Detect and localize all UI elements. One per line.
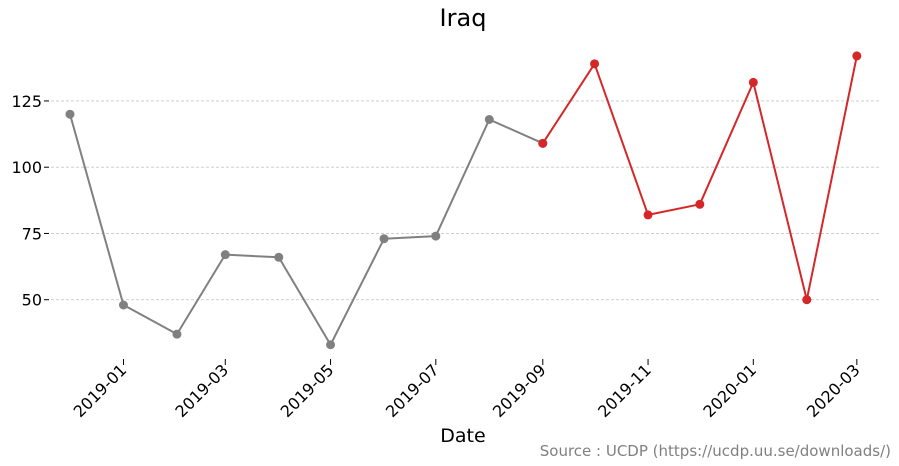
series-2-point (590, 59, 600, 69)
series-2-point (748, 77, 758, 87)
x-tick-label: 2019-07 (382, 360, 443, 421)
series-1-point (379, 234, 389, 244)
series-2-point (695, 199, 705, 209)
series-2-point (852, 51, 862, 61)
series-1-line (69, 113, 544, 346)
series-2-point (538, 138, 548, 148)
series-1-point (274, 252, 284, 262)
series-layer (65, 51, 862, 350)
series-1-point (220, 250, 230, 260)
x-axis: 2019-01 2019-03 2019-05 2019-07 2019-09 2019-… (70, 359, 864, 421)
x-tick-label: 2019-03 (171, 360, 232, 421)
x-tick-label: 2019-11 (594, 360, 655, 421)
y-axis: 50 75 100 125 (11, 92, 49, 310)
gridlines (51, 100, 881, 301)
x-tick-label: 2019-01 (70, 360, 131, 421)
y-tick-label: 125 (11, 92, 42, 111)
series-2-point (643, 210, 653, 220)
series-2-line (541, 55, 858, 301)
y-tick-label: 100 (11, 158, 42, 177)
y-tick-label: 50 (22, 291, 42, 310)
x-axis-label: Date (440, 425, 485, 447)
x-tick-label: 2019-05 (277, 360, 338, 421)
chart-title: Iraq (440, 4, 487, 32)
x-tick-label: 2020-03 (803, 360, 864, 421)
series-1-point (326, 340, 336, 350)
y-tick-label: 75 (22, 224, 42, 243)
series-1-point (484, 115, 494, 124)
series-2-point (802, 295, 812, 305)
series-1-point (118, 300, 128, 310)
source-note: Source : UCDP (https://ucdp.uu.se/downlo… (540, 442, 891, 460)
series-1-point (172, 329, 182, 339)
x-tick-label: 2020-01 (699, 360, 760, 421)
series-1-point (431, 231, 441, 241)
series-1-point (65, 109, 75, 119)
x-tick-label: 2019-09 (489, 360, 550, 421)
